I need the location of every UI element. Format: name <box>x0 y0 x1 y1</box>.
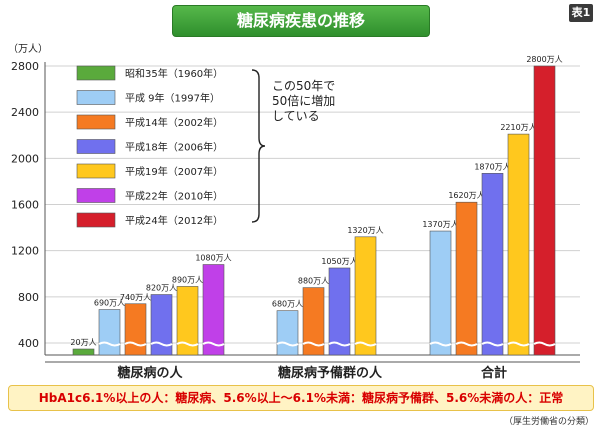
bar-value-label: 880万人 <box>298 277 329 286</box>
legend-swatch <box>76 188 116 203</box>
x-category-label: 糖尿病の人 <box>117 365 183 381</box>
y-tick-label: 1200 <box>11 245 39 258</box>
bar-value-label: 1620万人 <box>448 191 484 200</box>
legend-entry: 平成19年（2007年） <box>125 165 223 178</box>
criteria-note: HbA1c6.1%以上の人：糖尿病、5.6%以上～6.1%未満：糖尿病予備群、5… <box>8 385 594 411</box>
bar-0-5 <box>202 264 225 356</box>
x-category-label: 糖尿病予備群の人 <box>278 365 383 381</box>
annotation-text: している <box>272 109 320 123</box>
axis-break-mark <box>507 341 530 347</box>
legend-entry: 平成14年（2002年） <box>125 116 223 129</box>
bar-value-label: 1050万人 <box>321 257 357 266</box>
bar-value-label: 680万人 <box>272 300 303 309</box>
table-number-badge: 表1 <box>569 4 593 22</box>
bar-value-label: 740万人 <box>120 293 151 302</box>
bar-0-0 <box>72 348 95 356</box>
brace <box>251 69 266 223</box>
legend-swatch <box>76 65 116 81</box>
legend-entry: 平成 9年（1997年） <box>125 92 220 105</box>
legend-entry: 平成24年（2012年） <box>125 214 223 227</box>
bar-value-label: 1870万人 <box>474 162 510 171</box>
annotation-text: この50年で <box>272 79 335 93</box>
bar-value-label: 1320万人 <box>347 226 383 235</box>
axis-break-mark <box>176 341 199 347</box>
bar-value-label: 2210万人 <box>500 123 536 132</box>
bar-value-label: 2800万人 <box>526 55 562 64</box>
legend-entry: 平成22年（2010年） <box>125 190 223 203</box>
y-tick-label: 2800 <box>11 60 39 73</box>
bar-value-label: 890万人 <box>172 275 203 284</box>
axis-break-mark <box>98 341 121 347</box>
axis-break-mark <box>533 341 556 347</box>
legend-swatch <box>76 90 116 105</box>
bar-1-2 <box>302 287 325 356</box>
legend-entry: 平成18年（2006年） <box>125 141 223 154</box>
legend-swatch <box>76 212 116 228</box>
bar-value-label: 20万人 <box>70 338 96 347</box>
bar-0-4 <box>176 286 199 356</box>
chart-title: 糖尿病疾患の推移 <box>172 5 430 37</box>
axis-break-mark <box>481 341 504 347</box>
y-tick-label: 2000 <box>11 152 39 165</box>
bar-value-label: 1080万人 <box>195 254 231 263</box>
axis-break-mark <box>202 341 225 347</box>
axis-break-mark <box>276 341 299 347</box>
axis-break-mark <box>429 341 452 347</box>
bar-1-3 <box>328 267 351 356</box>
x-category-label: 合計 <box>481 365 507 381</box>
legend-swatch <box>76 163 116 179</box>
source-note: （厚生労働省の分類） <box>503 417 594 427</box>
legend-entry: 昭和35年（1960年） <box>125 67 223 80</box>
axis-break-mark <box>455 341 478 347</box>
y-tick-label: 400 <box>18 337 39 350</box>
axis-break-mark <box>302 341 325 347</box>
bar-value-label: 690万人 <box>94 299 125 308</box>
y-axis-label: （万人） <box>8 43 48 55</box>
y-tick-label: 1600 <box>11 199 39 212</box>
y-tick-label: 800 <box>18 291 39 304</box>
bar-2-3 <box>481 173 504 356</box>
bar-0-2 <box>124 303 147 356</box>
bar-value-label: 820万人 <box>146 284 177 293</box>
bar-2-6 <box>533 65 556 356</box>
bar-1-4 <box>354 236 377 356</box>
bar-2-1 <box>429 230 452 356</box>
axis-break-mark <box>124 341 147 347</box>
bar-0-1 <box>98 309 121 356</box>
bar-0-3 <box>150 294 173 356</box>
annotation-text: 50倍に増加 <box>272 93 335 108</box>
legend-swatch <box>76 114 116 130</box>
legend-swatch <box>76 139 116 154</box>
axis-break-mark <box>328 341 351 347</box>
bar-1-1 <box>276 310 299 356</box>
y-tick-label: 2400 <box>11 106 39 119</box>
axis-break-mark <box>150 341 173 347</box>
bar-value-label: 1370万人 <box>422 220 458 229</box>
axis-break-mark <box>354 341 377 347</box>
bar-2-2 <box>455 201 478 356</box>
bar-2-4 <box>507 133 530 356</box>
